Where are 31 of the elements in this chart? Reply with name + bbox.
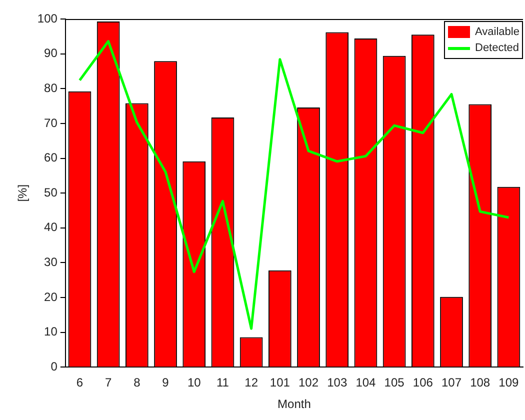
- x-tick-label: 7: [104, 376, 112, 390]
- x-axis-title: Month: [278, 397, 311, 412]
- legend-label: Detected: [475, 42, 520, 54]
- x-tick-label: 11: [216, 376, 230, 390]
- x-tick-label: 107: [441, 376, 462, 390]
- y-axis-title: [%]: [16, 184, 30, 202]
- y-tick-label: 0: [50, 360, 58, 374]
- x-tick-label: 104: [356, 376, 376, 390]
- y-tick-label: 60: [44, 150, 58, 165]
- y-tick-label: 90: [44, 46, 58, 60]
- y-tick-label: 40: [44, 220, 58, 234]
- y-tick-label: 30: [44, 255, 58, 270]
- x-tick-label: 105: [384, 376, 405, 390]
- y-tick-label: 100: [37, 11, 58, 26]
- y-tick-label: 10: [44, 324, 58, 339]
- x-tick-label: 109: [498, 376, 520, 390]
- legend-label: Available: [475, 26, 520, 38]
- x-tick-label: 106: [412, 376, 434, 390]
- x-tick-label: 12: [244, 376, 258, 390]
- y-tick-label: 80: [44, 80, 58, 95]
- x-tick-label: 101: [270, 376, 290, 390]
- x-tick-label: 8: [134, 376, 141, 390]
- x-tick-label: 102: [298, 376, 319, 390]
- x-tick-label: 9: [162, 376, 170, 390]
- x-tick-label: 108: [470, 376, 490, 390]
- y-tick-label: 20: [44, 290, 58, 304]
- x-tick-label: 103: [327, 376, 348, 390]
- y-tick-label: 70: [44, 116, 58, 130]
- y-tick-label: 50: [44, 185, 58, 200]
- x-tick-label: 6: [76, 376, 84, 390]
- x-tick-label: 10: [187, 376, 202, 390]
